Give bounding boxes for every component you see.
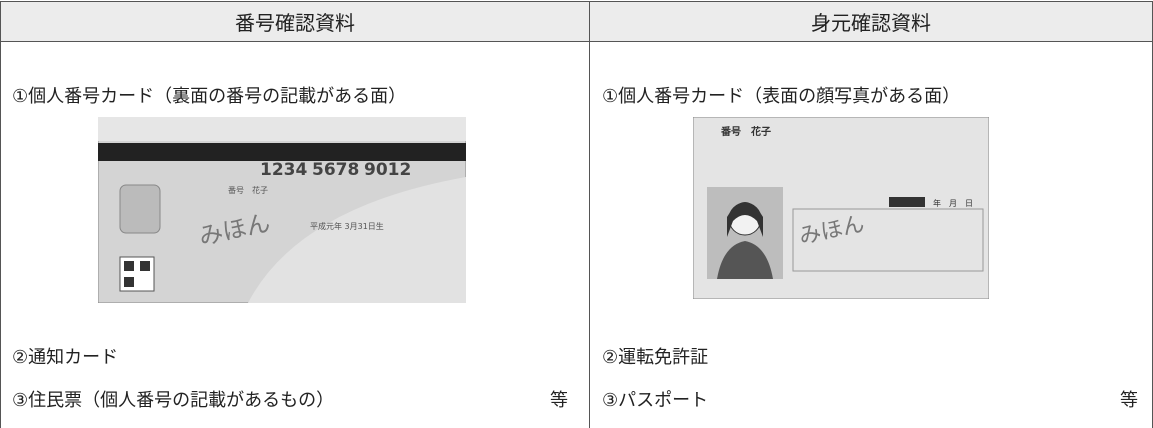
item: ①個人番号カード（裏面の番号の記載がある面） xyxy=(12,86,407,107)
card-number: 9012 xyxy=(364,160,411,180)
card-number: 1234 xyxy=(260,160,307,180)
header-cell: 身元確認資料 xyxy=(589,1,1153,42)
suffix: 等 xyxy=(1120,390,1138,411)
item: ②通知カード xyxy=(12,347,119,368)
item: ③住民票（個人番号の記載があるもの） xyxy=(12,390,335,411)
card-name: 番号 花子 xyxy=(228,185,268,195)
card-number: 5678 xyxy=(312,160,359,180)
item: ③パスポート xyxy=(602,390,709,411)
item: ①個人番号カード（表面の顔写真がある面） xyxy=(602,86,961,107)
card-back: 1234 5678 9012 番号 花子 平成元年 3月31日生 みほん xyxy=(98,117,466,303)
border xyxy=(589,1,590,428)
header-cell: 番号確認資料 xyxy=(0,1,590,42)
border xyxy=(0,1,1,428)
card-name: 番号 花子 xyxy=(720,125,771,138)
card-front: 番号 花子 年 月 日 みほん xyxy=(693,117,989,299)
suffix: 等 xyxy=(550,390,568,411)
card-date: 年 月 日 xyxy=(933,198,973,208)
item: ②運転免許証 xyxy=(602,347,709,368)
card-birth: 平成元年 3月31日生 xyxy=(310,221,384,231)
